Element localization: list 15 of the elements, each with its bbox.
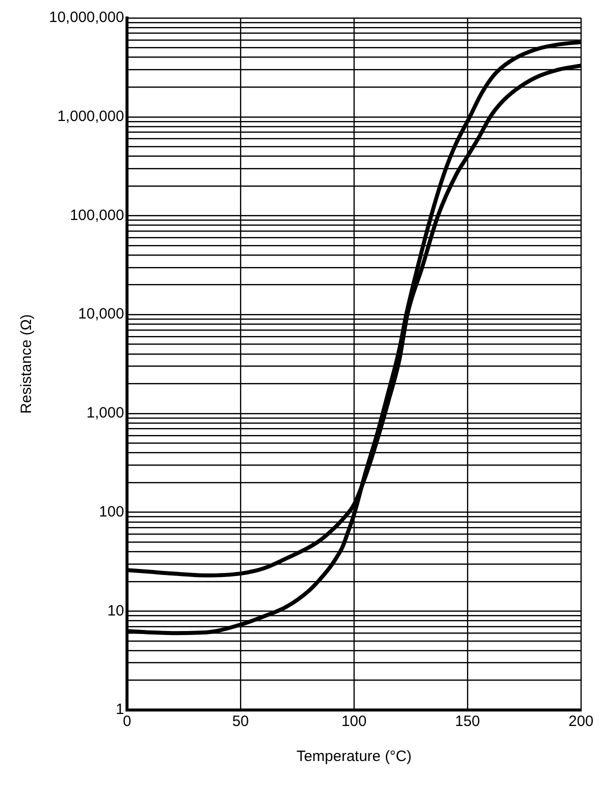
x-tick-label: 100: [342, 713, 367, 730]
y-axis-title: Resistance (Ω): [18, 314, 36, 414]
y-tick-label: 1: [116, 701, 124, 718]
x-tick-label: 0: [122, 713, 132, 730]
x-axis-title: Temperature (°C): [296, 748, 412, 766]
y-tick-label: 1,000,000: [57, 108, 124, 125]
y-tick-label: 100: [99, 503, 124, 520]
y-tick-label: 100,000: [70, 206, 124, 224]
y-tick-label: 10,000,000: [48, 9, 124, 26]
x-tick-label: 150: [455, 713, 480, 730]
y-tick-label: 10,000: [78, 306, 124, 323]
y-tick-label: 1,000: [86, 404, 124, 422]
x-tick-label: 200: [568, 713, 594, 730]
x-tick-label: 50: [232, 713, 249, 730]
y-tick-label: 10: [107, 602, 124, 620]
